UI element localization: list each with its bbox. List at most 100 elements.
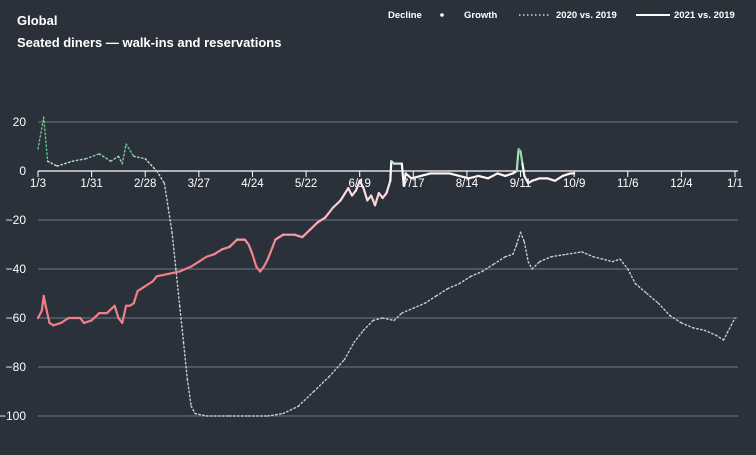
series-2020-segment xyxy=(692,327,706,331)
x-tick-label: 6/19 xyxy=(348,178,370,190)
legend-decline-label: Decline xyxy=(388,10,422,21)
series-2020-segment xyxy=(523,241,529,263)
series-2020-segment xyxy=(98,153,112,162)
series-2020-segment xyxy=(362,319,374,331)
series-2020-segment xyxy=(194,412,208,417)
series-2020-segment xyxy=(43,116,49,162)
series-2021-segment xyxy=(561,172,572,177)
series-2020-segment xyxy=(171,231,177,270)
series-2021-segment xyxy=(136,285,147,293)
x-tick-label: 1/3 xyxy=(30,178,46,190)
x-tick-label: 12/4 xyxy=(670,178,693,190)
series-2021-segment xyxy=(82,319,93,324)
series-2021-segment xyxy=(266,238,277,261)
series-2021-segment xyxy=(362,187,369,202)
x-tick-label: 11/6 xyxy=(617,178,639,190)
series-2021-segment xyxy=(486,172,499,180)
y-tick-label: −100 xyxy=(0,409,26,423)
series-2020-segment xyxy=(611,258,621,263)
series-2020-segment xyxy=(722,332,729,341)
series-2020-segment xyxy=(110,155,120,162)
series-2020-segment xyxy=(627,268,637,285)
series-2021-segment xyxy=(301,228,312,239)
y-tick-label: −40 xyxy=(6,262,27,276)
series-2020-segment xyxy=(680,322,694,329)
series-2020-segment xyxy=(592,256,614,263)
series-2020-segment xyxy=(519,231,526,243)
series-2020-segment xyxy=(493,256,506,265)
series-2020-segment xyxy=(527,260,533,270)
series-2021-segment xyxy=(190,260,200,268)
series-2021-segment xyxy=(467,174,480,180)
series-2020-segment xyxy=(37,116,45,150)
x-tick-label: 1/31 xyxy=(80,178,102,190)
series-2021-segment xyxy=(274,233,285,241)
series-2021-segment xyxy=(132,289,139,305)
series-2021-segment xyxy=(523,174,530,185)
series-2021-segment xyxy=(105,304,116,315)
series-2021-segment xyxy=(59,316,70,324)
series-2020-segment xyxy=(531,260,541,270)
series-2021-segment xyxy=(42,294,47,307)
series-2020-segment xyxy=(470,270,483,278)
series-2021-segment xyxy=(530,177,541,182)
series-2021-segment xyxy=(121,304,128,324)
series-2020-segment xyxy=(167,207,173,233)
series-2020-segment xyxy=(71,158,87,162)
series-2020-segment xyxy=(538,256,552,263)
series-2021-segment xyxy=(228,238,239,249)
series-2020-segment xyxy=(144,158,158,172)
series-2021-segment xyxy=(52,321,63,327)
series-2020-segment xyxy=(669,314,683,324)
series-2020-segment xyxy=(133,155,146,160)
series-2020-segment xyxy=(504,253,514,258)
series-2021-segment xyxy=(504,172,514,177)
series-2020-segment xyxy=(435,287,449,297)
x-tick-label: 8/14 xyxy=(456,178,479,190)
series-2021-segment xyxy=(402,172,407,187)
series-2021-segment xyxy=(144,280,154,288)
series-2020-segment xyxy=(730,317,736,327)
series-2020-segment xyxy=(182,341,189,380)
chart-title: Global xyxy=(17,13,58,28)
series-2020-segment xyxy=(619,258,629,270)
series-2021-segment xyxy=(247,243,254,256)
series-2020-segment xyxy=(372,317,384,322)
series-2020-segment xyxy=(715,334,725,341)
series-2020-segment xyxy=(125,143,135,158)
series-2021-segment xyxy=(167,270,181,275)
series-2020-segment xyxy=(726,324,732,334)
series-2020-segment xyxy=(581,251,595,258)
series-2021-segment xyxy=(197,255,208,263)
series-2020-segment xyxy=(328,358,346,378)
series-2021-segment xyxy=(308,221,319,231)
series-2020-segment xyxy=(481,263,495,273)
x-tick-label: 5/22 xyxy=(295,178,317,190)
series-2020-segment xyxy=(634,283,648,295)
series-2021-segment xyxy=(477,174,490,180)
series-2021-segment xyxy=(251,253,258,268)
series-2021-segment xyxy=(220,245,231,251)
series-2020-segment xyxy=(85,153,100,160)
series-2021-segment xyxy=(262,258,269,268)
series-2020-segment xyxy=(190,405,196,415)
series-2020-segment xyxy=(178,305,185,344)
x-tick-label: 3/27 xyxy=(188,178,210,190)
series-2021-segment xyxy=(385,179,392,195)
legend-2021-label: 2021 vs. 2019 xyxy=(674,10,735,21)
series-2020-segment xyxy=(282,405,300,415)
series-2021-segment xyxy=(347,187,354,197)
y-tick-label: 0 xyxy=(19,164,26,178)
series-2020-segment xyxy=(393,312,403,322)
series-2021-segment xyxy=(113,304,120,320)
series-2020-segment xyxy=(267,412,284,417)
series-2021-segment xyxy=(44,304,51,324)
series-2020-segment xyxy=(343,341,355,361)
x-tick-label: 2/28 xyxy=(134,178,156,190)
series-2020-segment xyxy=(353,329,365,344)
series-2020-segment xyxy=(56,160,74,167)
series-2020-segment xyxy=(163,182,169,209)
series-2021-segment xyxy=(546,177,557,182)
series-2020-segment xyxy=(646,292,660,304)
